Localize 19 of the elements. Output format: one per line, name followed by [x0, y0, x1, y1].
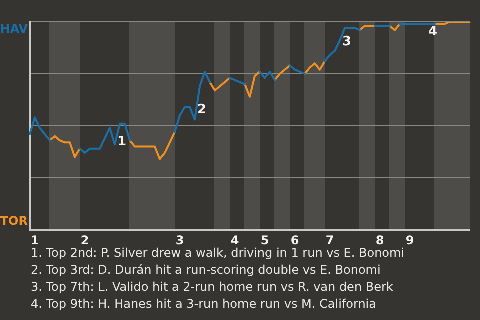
annotation: 2 [197, 102, 207, 118]
text: HAV [0, 22, 29, 36]
text: 2. Top 3rd: D. Durán hit a run-scoring double vs E. Bonomi [31, 263, 381, 278]
x-tick-label: 4 [230, 233, 240, 248]
x-tick-label: 9 [406, 233, 414, 248]
x-tick-label: 8 [376, 233, 384, 248]
annotation: 1 [117, 134, 127, 150]
x-tick-label: 3 [176, 233, 184, 248]
x-tick-label: 5 [260, 233, 270, 248]
x-tick-label: 1 [30, 233, 40, 248]
text: 3. Top 7th: L. Valido hit a 2-run home run vs R. van den Berk [31, 280, 394, 294]
x-tick-label: 2 [80, 233, 90, 248]
text: TOR [0, 214, 28, 228]
x-tick-label: 7 [326, 233, 334, 248]
annotation: 4 [428, 24, 438, 40]
annotation: 3 [342, 34, 352, 50]
x-tick-label: 6 [290, 233, 300, 248]
text: 1. Top 2nd: P. Silver drew a walk, driving in 1 run vs E. Bonomi [31, 246, 405, 260]
text: 4. Top 9th: H. Hanes hit a 3-run home run vs M. California [31, 297, 376, 312]
